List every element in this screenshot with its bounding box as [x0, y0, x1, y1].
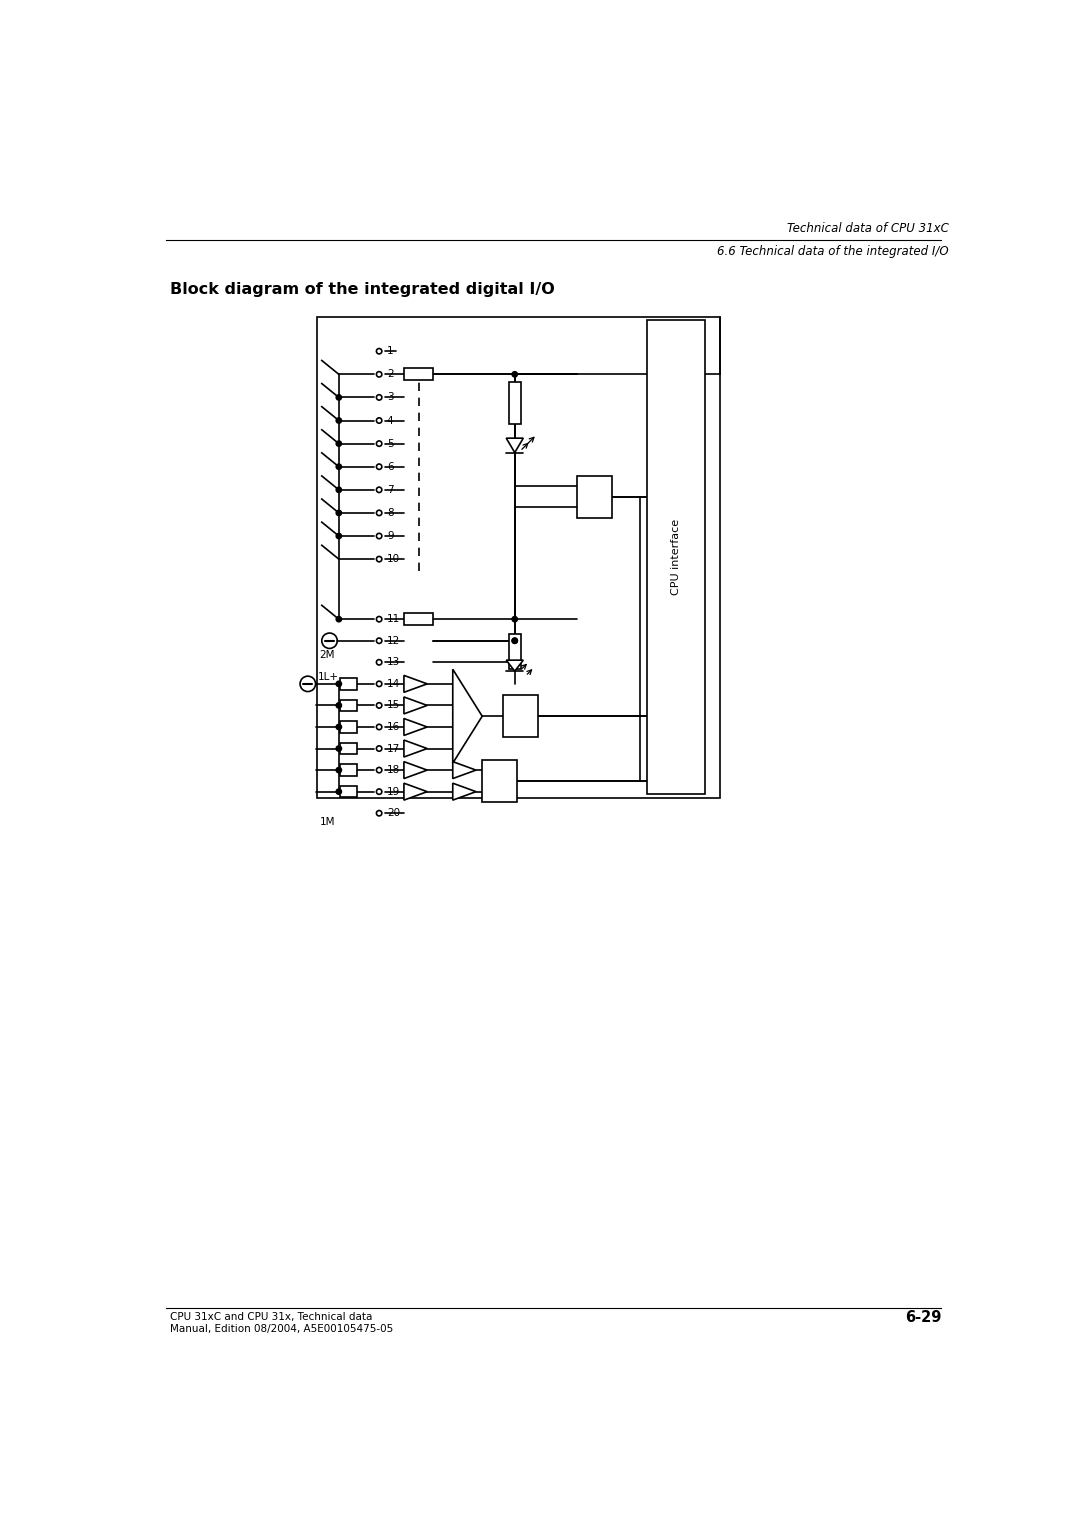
Circle shape: [336, 510, 341, 515]
Bar: [340, 743, 357, 755]
Text: 17: 17: [387, 744, 400, 753]
Polygon shape: [404, 675, 428, 692]
Text: 4: 4: [387, 416, 393, 425]
Circle shape: [336, 788, 341, 795]
Text: 2: 2: [387, 370, 393, 379]
Text: Technical data of CPU 31xC: Technical data of CPU 31xC: [787, 222, 948, 235]
Bar: [318, 316, 720, 798]
Circle shape: [512, 616, 517, 622]
Circle shape: [336, 394, 341, 400]
Text: 6-29: 6-29: [905, 1309, 941, 1325]
Bar: [509, 634, 521, 669]
Text: 19: 19: [387, 787, 400, 796]
Text: 6: 6: [387, 461, 393, 472]
Circle shape: [336, 703, 341, 707]
Text: 18: 18: [387, 766, 400, 775]
Text: 9: 9: [387, 532, 393, 541]
Text: 16: 16: [387, 723, 400, 732]
Polygon shape: [404, 718, 428, 735]
Polygon shape: [507, 439, 524, 452]
Text: 7: 7: [387, 484, 393, 495]
Text: 13: 13: [387, 657, 400, 668]
Polygon shape: [404, 761, 428, 779]
Polygon shape: [404, 784, 428, 801]
Text: CPU 31xC and CPU 31x, Technical data: CPU 31xC and CPU 31x, Technical data: [170, 1313, 373, 1322]
Bar: [404, 368, 433, 380]
Bar: [340, 721, 357, 733]
Bar: [482, 759, 517, 802]
Bar: [340, 678, 357, 689]
Bar: [647, 321, 704, 795]
Circle shape: [336, 724, 341, 730]
Bar: [340, 764, 357, 776]
Polygon shape: [404, 697, 428, 714]
Circle shape: [336, 487, 341, 492]
Text: 1L+: 1L+: [318, 671, 339, 681]
Bar: [509, 382, 521, 425]
Circle shape: [336, 533, 341, 539]
Circle shape: [336, 746, 341, 752]
Circle shape: [512, 371, 517, 377]
Text: Manual, Edition 08/2004, A5E00105475-05: Manual, Edition 08/2004, A5E00105475-05: [170, 1323, 393, 1334]
Text: 10: 10: [387, 555, 400, 564]
Circle shape: [336, 417, 341, 423]
Text: 20: 20: [387, 808, 400, 817]
Bar: [340, 785, 357, 798]
Text: 5: 5: [387, 439, 393, 449]
Text: 2M: 2M: [320, 649, 335, 660]
Circle shape: [336, 681, 341, 686]
Text: Block diagram of the integrated digital I/O: Block diagram of the integrated digital …: [170, 283, 555, 296]
Polygon shape: [507, 660, 524, 671]
Circle shape: [336, 767, 341, 773]
Circle shape: [512, 639, 517, 643]
Circle shape: [336, 465, 341, 469]
Text: 6.6 Technical data of the integrated I/O: 6.6 Technical data of the integrated I/O: [717, 244, 948, 258]
Text: 1M: 1M: [320, 817, 335, 827]
Text: 3: 3: [387, 393, 393, 402]
Bar: [503, 695, 538, 738]
Circle shape: [336, 616, 341, 622]
Text: CPU interface: CPU interface: [671, 520, 680, 596]
Text: 14: 14: [387, 678, 400, 689]
Circle shape: [512, 639, 517, 643]
Bar: [577, 475, 611, 518]
Polygon shape: [453, 761, 476, 779]
Text: 8: 8: [387, 507, 393, 518]
Text: 15: 15: [387, 700, 400, 711]
Bar: [340, 700, 357, 711]
Text: 1: 1: [387, 347, 393, 356]
Text: 12: 12: [387, 636, 400, 646]
Polygon shape: [404, 740, 428, 756]
Polygon shape: [453, 669, 482, 762]
Polygon shape: [453, 784, 476, 801]
Circle shape: [336, 442, 341, 446]
Text: 11: 11: [387, 614, 400, 623]
Bar: [404, 613, 433, 625]
